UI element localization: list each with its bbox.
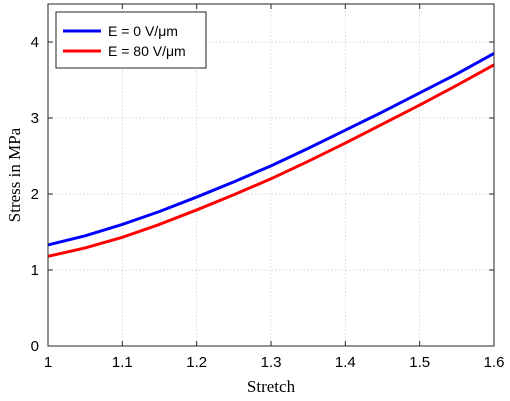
- legend: E = 0 V/μm E = 80 V/μm: [55, 11, 207, 69]
- y-tick-label: 2: [31, 186, 39, 203]
- legend-box: [55, 11, 207, 69]
- legend-label-e80: E = 80 V/μm: [108, 43, 186, 59]
- series-lines: [47, 52, 495, 258]
- x-tick-label: 1.1: [112, 354, 133, 371]
- y-tick-label: 0: [31, 338, 39, 355]
- y-tick-label: 1: [31, 262, 39, 279]
- legend-label-e0: E = 0 V/μm: [108, 23, 178, 39]
- x-tick-label: 1.4: [335, 354, 356, 371]
- y-tick-label: 3: [31, 110, 39, 127]
- series-line-e80: [47, 63, 495, 258]
- x-tick-label: 1.5: [409, 354, 430, 371]
- y-axis-title: Stress in MPa: [5, 127, 24, 222]
- x-tick-label: 1: [44, 354, 52, 371]
- x-tick-label: 1.6: [484, 354, 505, 371]
- y-tick-label: 4: [31, 34, 39, 51]
- x-tick-label: 1.3: [261, 354, 282, 371]
- x-axis-title: Stretch: [247, 377, 296, 396]
- x-tick-label: 1.2: [186, 354, 207, 371]
- series-line-e0: [47, 52, 495, 247]
